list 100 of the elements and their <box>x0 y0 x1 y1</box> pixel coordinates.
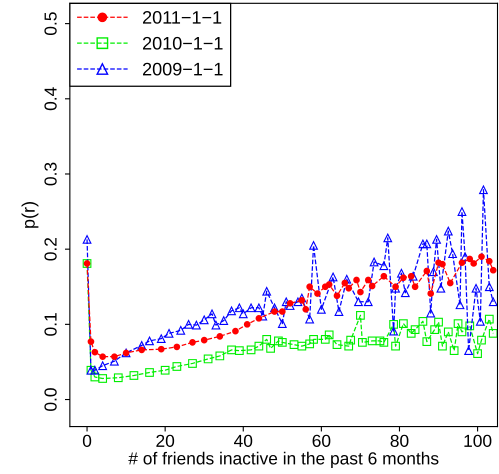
point <box>314 290 321 297</box>
point <box>430 325 439 334</box>
point <box>138 346 146 354</box>
point <box>111 353 118 360</box>
point <box>271 308 278 315</box>
point <box>326 281 333 288</box>
point <box>286 300 294 307</box>
x-tick-label: 20 <box>156 434 174 447</box>
point <box>278 338 287 347</box>
y-tick-label: 0.1 <box>44 313 57 336</box>
point <box>358 338 367 347</box>
point <box>266 344 275 353</box>
y-tick-label: 0.0 <box>44 388 57 411</box>
point <box>344 342 354 351</box>
point <box>297 342 306 351</box>
point <box>345 284 352 292</box>
point <box>488 329 498 338</box>
point <box>434 318 443 326</box>
x-tick-label: 100 <box>464 434 492 447</box>
point <box>215 352 224 360</box>
point <box>465 321 474 330</box>
point <box>466 256 474 262</box>
legend-label: 2009−1−1 <box>142 62 223 76</box>
point <box>400 274 407 282</box>
point <box>356 310 365 320</box>
point <box>98 374 108 383</box>
point <box>399 319 408 328</box>
point <box>158 346 165 352</box>
point <box>422 337 432 346</box>
point <box>90 372 100 382</box>
point <box>410 325 420 334</box>
point <box>412 283 418 290</box>
point <box>262 335 272 344</box>
point <box>490 266 497 274</box>
x-tick-label: 60 <box>312 434 330 447</box>
point <box>368 336 377 346</box>
point <box>172 362 182 371</box>
point <box>302 306 310 313</box>
point <box>254 342 264 351</box>
x-tick-label: 40 <box>234 434 252 447</box>
legend-label: 2011−1−1 <box>142 11 222 24</box>
x-tick-label: 80 <box>390 434 408 447</box>
point <box>232 328 239 334</box>
point <box>368 282 376 290</box>
point <box>484 314 494 324</box>
point <box>188 359 197 368</box>
point <box>458 259 466 266</box>
point <box>439 260 446 268</box>
point <box>427 290 434 297</box>
point <box>470 260 478 267</box>
point <box>305 340 314 348</box>
x-tick-label: 0 <box>82 434 92 447</box>
y-tick-label: 0.5 <box>44 12 57 36</box>
point <box>189 339 196 346</box>
point <box>423 268 430 274</box>
point <box>446 280 454 286</box>
point <box>234 346 244 356</box>
point <box>130 371 138 380</box>
point <box>174 344 180 350</box>
point <box>444 327 453 336</box>
point <box>145 368 154 377</box>
x-axis-title: # of friends inactive in the past 6 months <box>128 452 438 468</box>
point <box>376 336 384 346</box>
point <box>380 272 388 280</box>
point <box>438 342 447 351</box>
y-tick-label: 0.4 <box>44 87 57 110</box>
point <box>244 321 250 328</box>
point <box>88 338 94 345</box>
point <box>477 336 486 345</box>
point <box>332 340 342 350</box>
point <box>478 253 485 260</box>
point <box>298 296 306 304</box>
point <box>353 276 360 284</box>
point <box>290 340 298 350</box>
point <box>99 353 106 360</box>
point <box>391 342 400 351</box>
point <box>454 319 462 328</box>
point <box>306 283 313 290</box>
point <box>486 258 493 265</box>
y-tick-label: 0.3 <box>44 162 57 186</box>
point <box>357 288 364 296</box>
point <box>406 329 416 338</box>
point <box>389 320 398 329</box>
point <box>341 280 348 286</box>
point <box>324 330 334 340</box>
point <box>320 335 330 344</box>
point <box>200 336 208 344</box>
point <box>418 316 428 326</box>
point <box>204 354 212 364</box>
point <box>473 349 482 358</box>
point <box>274 336 283 346</box>
point <box>160 366 170 375</box>
point <box>364 276 372 284</box>
point <box>92 348 98 356</box>
point <box>346 336 356 345</box>
point <box>227 346 236 354</box>
point <box>256 315 262 322</box>
point <box>379 338 388 347</box>
y-tick-label: 0.2 <box>44 238 57 261</box>
legend-label: 2010−1−1 <box>142 36 223 50</box>
